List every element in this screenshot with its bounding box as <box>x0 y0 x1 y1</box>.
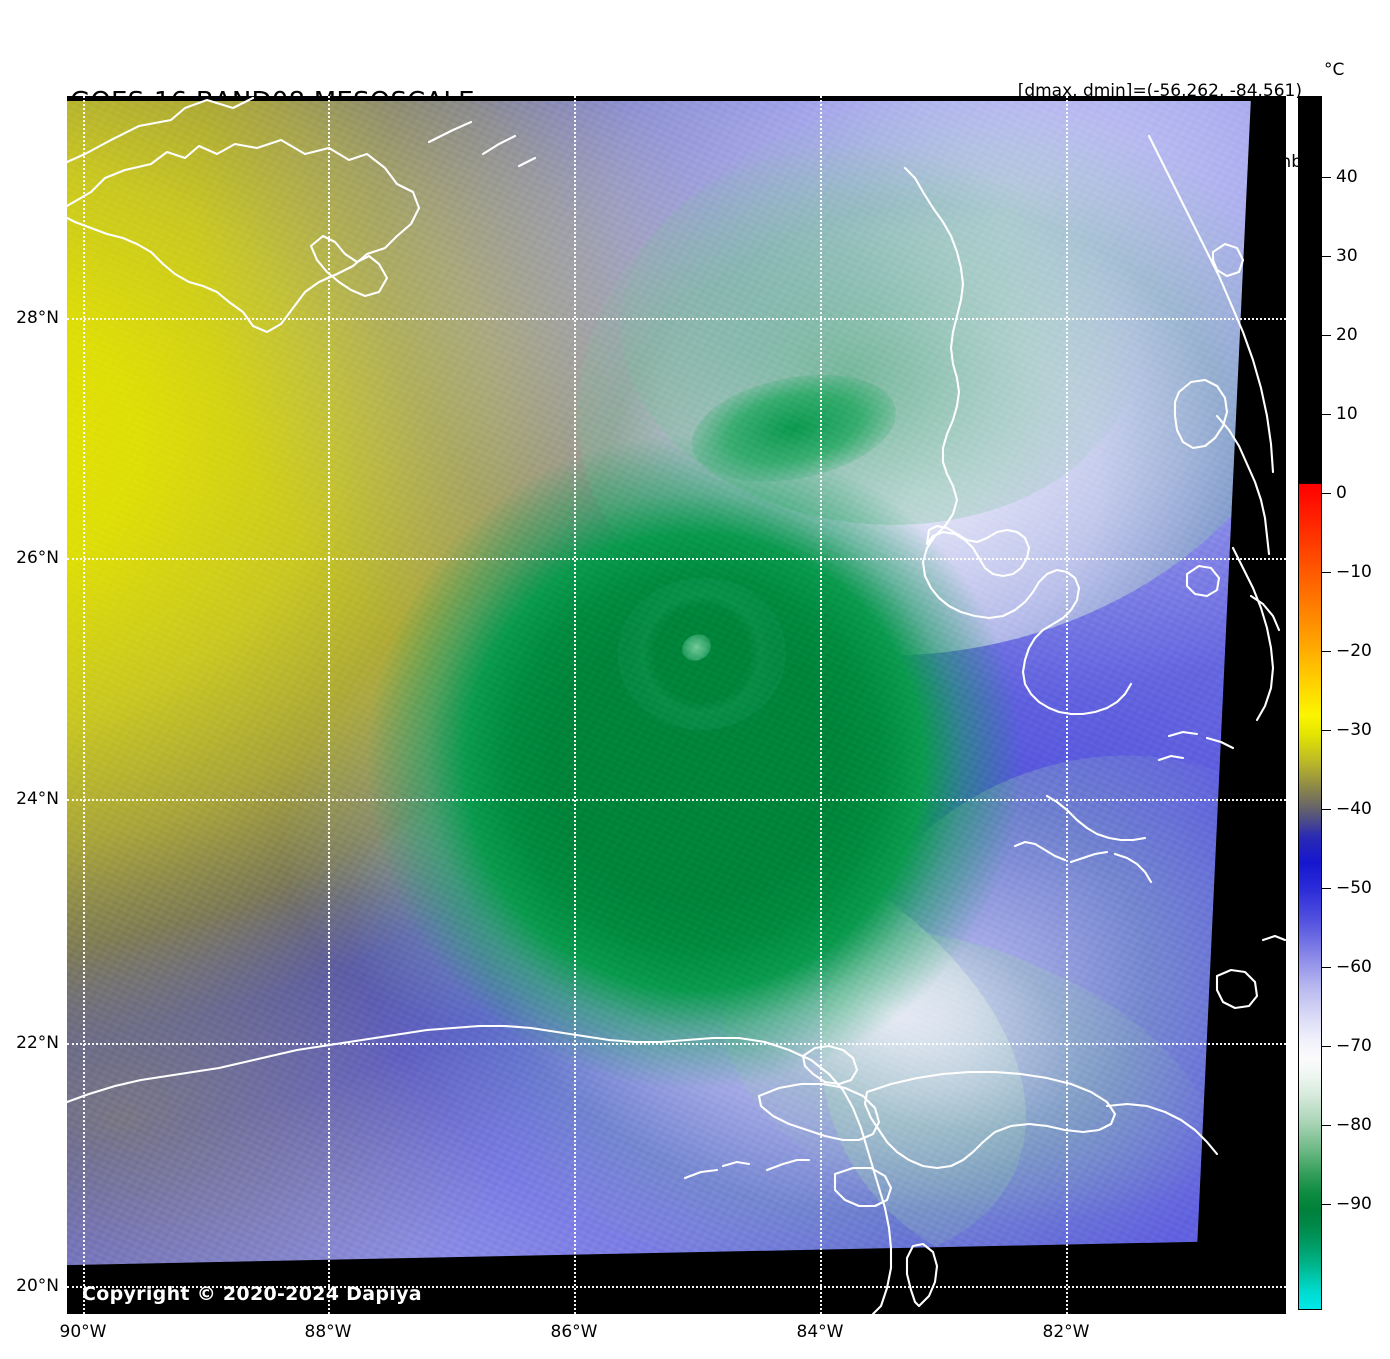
dmax-dmin-label: [dmax, dmin]=(-56.262, -84.561) <box>1017 80 1302 101</box>
satellite-swath <box>67 96 1286 1314</box>
satellite-image-plot: Copyright © 2020-2024 Dapiya <box>67 96 1286 1314</box>
lon-tick-82W: 82°W <box>1042 1322 1090 1342</box>
void-top <box>67 96 1286 101</box>
cb-label-m30: −30 <box>1336 720 1372 740</box>
lat-tick-20N: 20°N <box>16 1276 59 1296</box>
cb-label-m80: −80 <box>1336 1115 1372 1135</box>
cb-label-40: 40 <box>1336 167 1358 187</box>
latitude-axis: 28°N 26°N 24°N 22°N 20°N <box>0 0 67 1359</box>
cb-label-m50: −50 <box>1336 878 1372 898</box>
lon-tick-86W: 86°W <box>550 1322 598 1342</box>
cb-label-m40: −40 <box>1336 799 1372 819</box>
lat-tick-28N: 28°N <box>16 308 59 328</box>
cb-label-0: 0 <box>1336 483 1347 503</box>
cb-label-m10: −10 <box>1336 562 1372 582</box>
cb-label-20: 20 <box>1336 325 1358 345</box>
copyright-notice: Copyright © 2020-2024 Dapiya <box>82 1283 422 1305</box>
cb-label-m60: −60 <box>1336 957 1372 977</box>
swath-inner <box>67 96 1286 1314</box>
lat-tick-26N: 26°N <box>16 548 59 568</box>
lon-tick-88W: 88°W <box>304 1322 352 1342</box>
colorbar-unit-label: °C <box>1324 60 1345 80</box>
lon-tick-84W: 84°W <box>796 1322 844 1342</box>
cb-label-m90: −90 <box>1336 1194 1372 1214</box>
cloud-texture <box>67 96 1286 1314</box>
lat-tick-22N: 22°N <box>16 1033 59 1053</box>
plot-clip <box>67 96 1286 1314</box>
cb-label-m20: −20 <box>1336 641 1372 661</box>
cb-label-m70: −70 <box>1336 1036 1372 1056</box>
cb-label-30: 30 <box>1336 246 1358 266</box>
lon-tick-90W: 90°W <box>59 1322 107 1342</box>
cb-label-10: 10 <box>1336 404 1358 424</box>
colorbar <box>1298 96 1322 1310</box>
lat-tick-24N: 24°N <box>16 789 59 809</box>
